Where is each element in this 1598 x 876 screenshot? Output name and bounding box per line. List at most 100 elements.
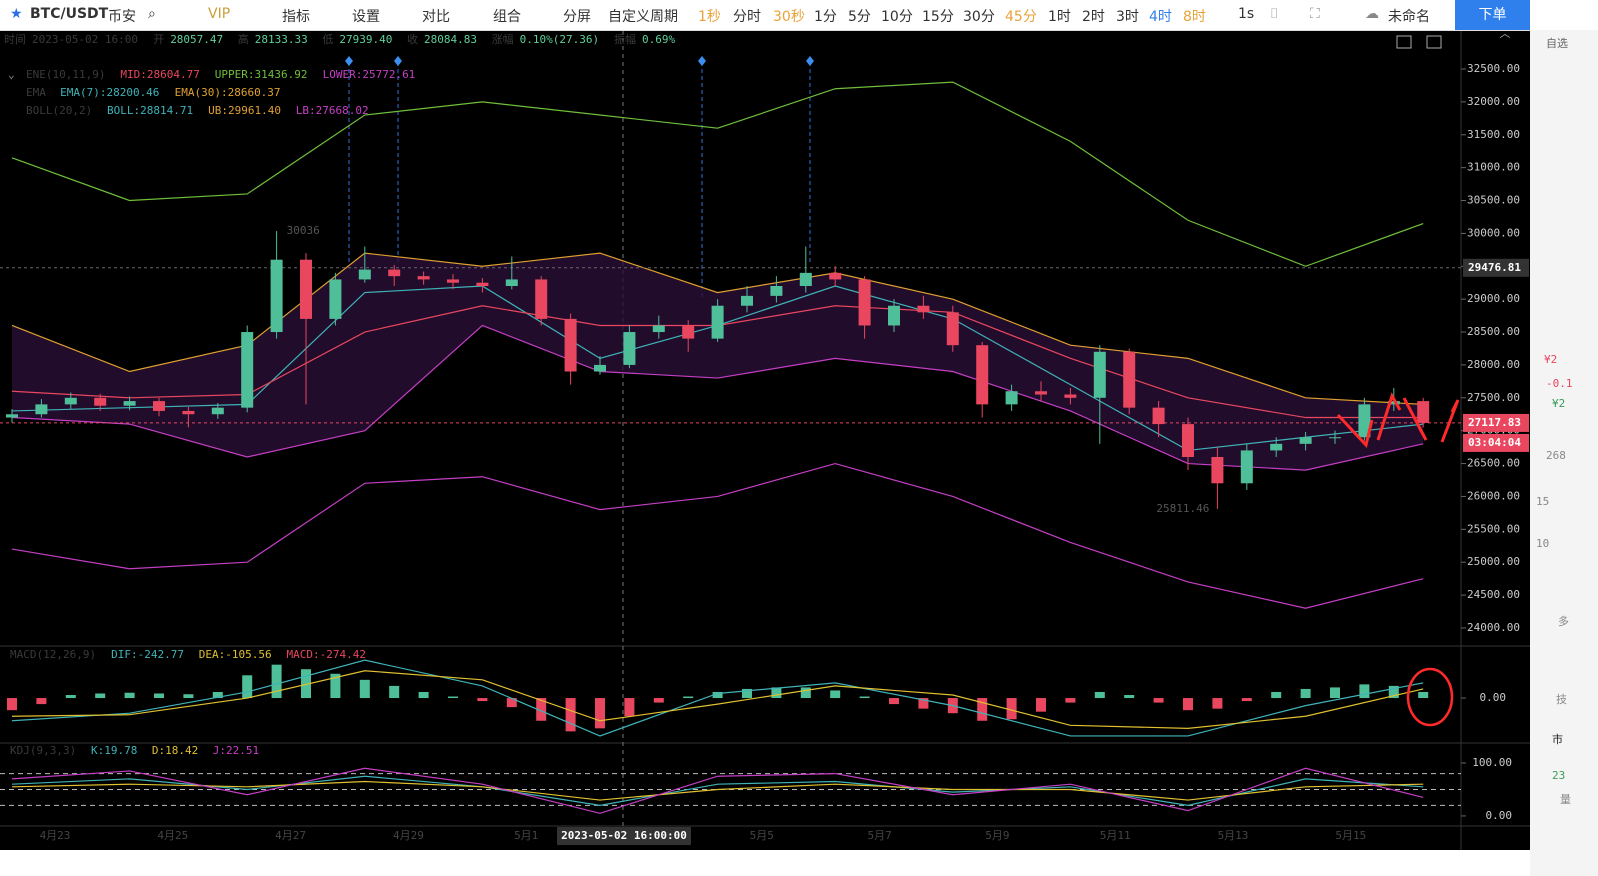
macd-bar — [683, 696, 694, 699]
interval[interactable]: 15分 — [922, 9, 954, 25]
y-tick-label: 25500.00 — [1467, 522, 1520, 535]
indicator-value: DEA:-105.56 — [199, 648, 272, 661]
macd-bar — [477, 698, 488, 702]
symbol[interactable]: BTC/USDT — [30, 6, 109, 22]
interval[interactable]: 10分 — [881, 9, 913, 25]
indicator-line — [11, 462, 1424, 609]
macd-bar — [154, 693, 164, 699]
x-tick-label: 5月11 — [1100, 829, 1131, 842]
countdown-tag — [1463, 433, 1529, 452]
order-button[interactable]: 下单 — [1455, 0, 1530, 30]
indicator-value: EMA(7):28200.46 — [60, 86, 159, 99]
macd-bar — [889, 698, 899, 705]
interval[interactable]: 5分 — [848, 9, 871, 25]
band-fill — [12, 253, 1424, 471]
interval[interactable]: 4时 — [1149, 9, 1172, 25]
layout-name[interactable]: 未命名 — [1388, 9, 1430, 25]
chart-icons[interactable] — [1396, 35, 1442, 49]
interval[interactable]: 3时 — [1116, 9, 1139, 25]
candle-body — [1123, 351, 1136, 408]
indicator-value: LB:27668.02 — [296, 104, 369, 117]
macd-bar — [1065, 698, 1076, 703]
macd-bar — [1124, 695, 1135, 699]
collapse-icon[interactable]: ︿ — [1500, 27, 1511, 40]
ohlc-value: 0.10%(27.36) — [520, 33, 599, 46]
menu-item[interactable]: 组合 — [493, 9, 521, 25]
candle-body — [535, 279, 548, 319]
interval[interactable]: 1秒 — [698, 9, 721, 25]
y-tick-label: 24500.00 — [1467, 588, 1520, 601]
star-icon[interactable]: ★ — [10, 6, 23, 22]
macd-bar — [212, 691, 223, 699]
candle-body — [182, 410, 195, 415]
candle-body — [505, 279, 518, 287]
candle-body — [1299, 437, 1312, 444]
interval[interactable]: 2时 — [1082, 9, 1105, 25]
menu-item[interactable]: 对比 — [422, 9, 450, 25]
fullscreen-icon[interactable]: ⛶ — [1310, 6, 1320, 22]
candle-body — [564, 318, 577, 372]
sidebar-text: 自选 — [1546, 37, 1568, 50]
macd-bar — [95, 693, 106, 699]
legend-toggle: ⌄ — [8, 68, 15, 81]
macd-bar — [1212, 698, 1223, 709]
interval[interactable]: 30分 — [963, 9, 995, 25]
x-tick-label: 5月1 — [514, 829, 538, 842]
macd-bar — [418, 691, 429, 699]
macd-bar — [918, 698, 929, 709]
menu-item[interactable]: 分屏 — [563, 9, 591, 25]
interval[interactable]: 8时 — [1183, 9, 1206, 25]
interval[interactable]: 30秒 — [773, 9, 805, 25]
macd-bar — [800, 687, 811, 699]
candle-body — [888, 305, 900, 326]
candle-body — [1270, 443, 1283, 451]
macd-bar — [124, 692, 135, 699]
macd-bar — [1183, 698, 1193, 711]
macd-bar — [742, 688, 752, 699]
macd-bar — [448, 696, 458, 699]
candle-body — [1387, 401, 1400, 405]
candle-body — [1005, 391, 1018, 405]
exchange: 币安 — [108, 9, 136, 25]
candle-body — [358, 269, 371, 280]
x-tick-label: 5月13 — [1218, 829, 1249, 842]
interval[interactable]: 分时 — [733, 9, 761, 25]
macd-bar — [65, 695, 76, 699]
y-tick-label: 30500.00 — [1467, 194, 1520, 207]
candle-body — [1182, 424, 1194, 457]
macd-bar — [1241, 698, 1252, 702]
x-tick-label: 4月29 — [393, 829, 424, 842]
menu-item[interactable]: VIP — [208, 6, 231, 22]
candle-body — [652, 325, 665, 333]
macd-bar — [1094, 691, 1105, 699]
candle-body — [1035, 391, 1047, 395]
candle-body — [1093, 351, 1106, 398]
x-tick-label: 4月25 — [157, 829, 188, 842]
candle-body — [1358, 404, 1371, 438]
macd-bar — [1359, 684, 1370, 699]
candle-body — [241, 332, 254, 408]
ohlc-label: 振幅 — [614, 32, 636, 46]
crosshair-label: 2023-05-02 16:00:00 — [561, 829, 687, 842]
sidebar-text: 15 — [1536, 495, 1549, 508]
interval[interactable]: 45分 — [1005, 9, 1037, 25]
macd-bar — [536, 698, 547, 721]
indicator-value: J:22.51 — [213, 744, 259, 757]
interval[interactable]: 1时 — [1048, 9, 1071, 25]
y-tick-label: 27500.00 — [1467, 391, 1520, 404]
low-label: 25811.46 — [1156, 502, 1209, 515]
menu-item[interactable]: 设置 — [352, 9, 380, 25]
candle-body — [741, 295, 753, 306]
candle-body — [476, 282, 489, 287]
camera-icon[interactable]: ⌷ — [1270, 6, 1279, 22]
interval[interactable]: 1分 — [814, 9, 837, 25]
period-menu[interactable]: 自定义周期 — [608, 9, 678, 25]
interval-alt[interactable]: 1s — [1238, 6, 1255, 22]
ohlc-label: 涨幅 — [492, 33, 514, 46]
search-icon[interactable]: ⌕ — [148, 6, 156, 22]
candle-body — [770, 286, 783, 296]
menu-item[interactable]: 指标 — [282, 9, 310, 25]
macd-bar — [859, 696, 870, 699]
sidebar-text: ¥2 — [1552, 397, 1565, 410]
event-diamonds[interactable] — [345, 56, 814, 66]
